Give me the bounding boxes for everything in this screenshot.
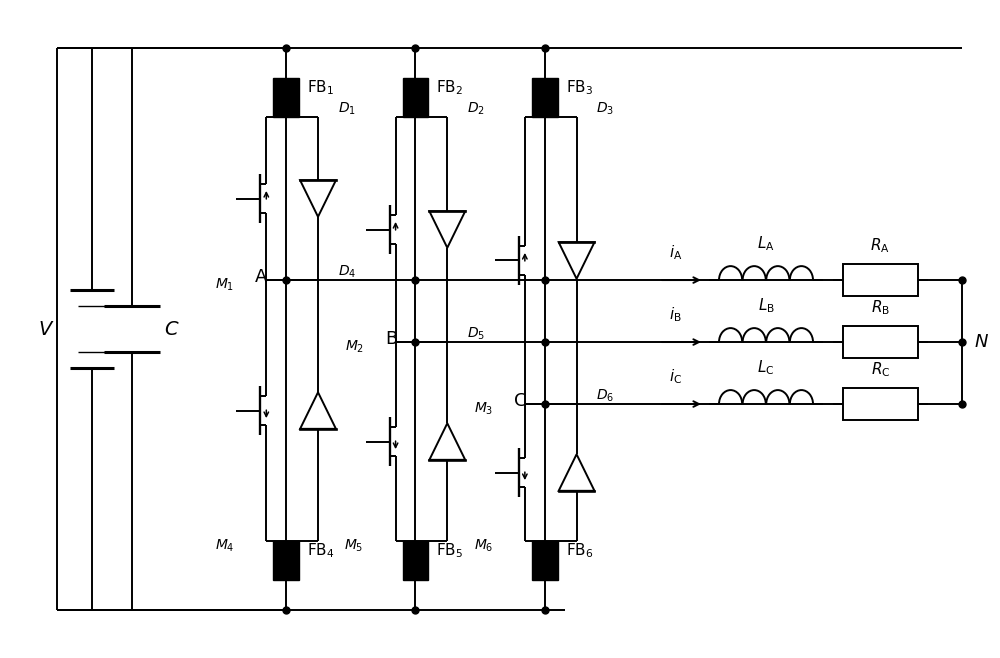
Text: $L_{\rm C}$: $L_{\rm C}$	[757, 358, 775, 376]
Text: $\mathrm{C}$: $\mathrm{C}$	[513, 392, 527, 410]
Text: $M_{1}$: $M_{1}$	[215, 277, 234, 293]
Text: $\mathrm{FB}_{3}$: $\mathrm{FB}_{3}$	[566, 78, 593, 97]
Text: $M_{6}$: $M_{6}$	[474, 538, 493, 554]
Text: $i_{\rm B}$: $i_{\rm B}$	[669, 305, 682, 324]
Bar	[843, 326, 918, 359]
Text: $V$: $V$	[38, 320, 54, 338]
Text: $L_{\rm B}$: $L_{\rm B}$	[758, 296, 775, 315]
Text: $R_{\rm A}$: $R_{\rm A}$	[870, 237, 890, 255]
Bar	[532, 541, 558, 580]
Text: $M_{4}$: $M_{4}$	[215, 538, 234, 554]
Text: $i_{\rm C}$: $i_{\rm C}$	[669, 367, 682, 386]
Bar	[843, 264, 918, 296]
Text: $i_{\rm A}$: $i_{\rm A}$	[669, 243, 682, 262]
Text: $M_{5}$: $M_{5}$	[344, 538, 364, 554]
Bar	[403, 541, 428, 580]
Text: $M_{3}$: $M_{3}$	[474, 401, 493, 417]
Text: $D_{1}$: $D_{1}$	[338, 101, 356, 117]
Text: $D_{4}$: $D_{4}$	[338, 264, 356, 280]
Text: $D_{2}$: $D_{2}$	[467, 101, 485, 117]
Text: $N$: $N$	[974, 333, 989, 351]
Text: $D_{6}$: $D_{6}$	[596, 388, 615, 404]
Bar	[532, 78, 558, 117]
Text: $\mathrm{FB}_{6}$: $\mathrm{FB}_{6}$	[566, 542, 593, 560]
Text: $D_{3}$: $D_{3}$	[596, 101, 615, 117]
Text: $\mathrm{FB}_{5}$: $\mathrm{FB}_{5}$	[436, 542, 463, 560]
Text: $\mathrm{FB}_{2}$: $\mathrm{FB}_{2}$	[436, 78, 463, 97]
Bar	[843, 388, 918, 420]
Text: $R_{\rm C}$: $R_{\rm C}$	[871, 361, 890, 379]
Text: $R_{\rm B}$: $R_{\rm B}$	[871, 299, 890, 317]
Text: $\mathrm{B}$: $\mathrm{B}$	[385, 330, 398, 348]
Bar	[403, 78, 428, 117]
Text: $M_{2}$: $M_{2}$	[345, 339, 364, 355]
Text: $\mathrm{FB}_{1}$: $\mathrm{FB}_{1}$	[307, 78, 334, 97]
Text: $\mathrm{FB}_{4}$: $\mathrm{FB}_{4}$	[307, 542, 335, 560]
Text: $L_{\rm A}$: $L_{\rm A}$	[757, 234, 775, 253]
Text: $D_{5}$: $D_{5}$	[467, 326, 485, 342]
Text: $C$: $C$	[164, 320, 179, 338]
Text: $\mathrm{A}$: $\mathrm{A}$	[254, 268, 268, 286]
Bar	[273, 78, 299, 117]
Bar	[273, 541, 299, 580]
